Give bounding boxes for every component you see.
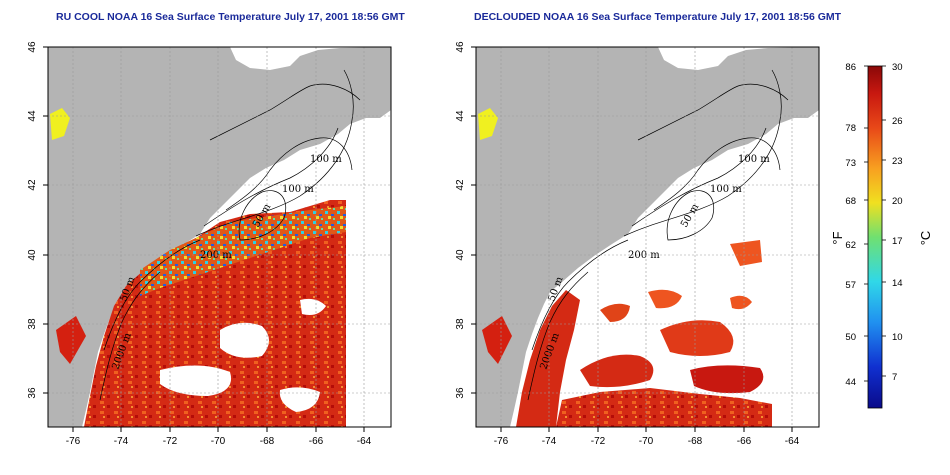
left-contour-label-100m-2: 100 m (282, 184, 314, 195)
left-sst-warm-region (84, 200, 346, 427)
colorbar-gradient (867, 65, 883, 409)
left-plot-frame (47, 46, 392, 428)
left-map-title: RU COOL NOAA 16 Sea Surface Temperature … (56, 11, 405, 23)
left-y-tick-label: 42 (27, 179, 38, 191)
colorbar-f-label: 57 (845, 280, 856, 291)
left-y-tick-label: 44 (27, 110, 38, 122)
right-x-tick-label: -70 (639, 436, 654, 447)
left-cloud-gap (160, 365, 232, 396)
right-plot-frame (475, 46, 820, 428)
right-sst-patch (580, 354, 654, 388)
right-y-tick-label: 38 (455, 318, 466, 330)
left-x-tick-label: -72 (163, 436, 178, 447)
right-y-tick-label: 44 (455, 110, 466, 122)
right-sst-patch (648, 289, 682, 309)
right-x-tick-label: -74 (542, 436, 557, 447)
right-x-tick-label: -72 (591, 436, 606, 447)
right-map-title: DECLOUDED NOAA 16 Sea Surface Temperatur… (474, 11, 842, 23)
colorbar-c-label: 14 (892, 278, 903, 289)
colorbar-ticks (864, 65, 886, 382)
colorbar-c-label: 7 (892, 372, 897, 383)
colorbar-c-label: 23 (892, 156, 903, 167)
right-bathymetry-contours (527, 69, 789, 401)
left-x-tick-label: -74 (114, 436, 129, 447)
colorbar-celsius-unit: °C (918, 231, 933, 246)
left-x-tick-label: -70 (211, 436, 226, 447)
left-cloud-gap (300, 298, 326, 315)
left-x-tick-label: -68 (260, 436, 275, 447)
colorbar-c-label: 17 (892, 236, 903, 247)
colorbar-f-label: 44 (845, 377, 856, 388)
right-grid (476, 47, 819, 427)
colorbar-f-label: 62 (845, 240, 856, 251)
temperature-colorbar: 86 78 73 68 62 57 50 44 30 26 23 20 17 1… (830, 62, 933, 409)
right-contour-label-100m: 100 m (738, 154, 770, 165)
colorbar-f-label: 86 (845, 62, 856, 73)
left-y-tick-label: 46 (27, 41, 38, 53)
right-x-tick-label: -68 (688, 436, 703, 447)
right-y-tick-label: 46 (455, 41, 466, 53)
right-x-tick-label: -64 (785, 436, 800, 447)
colorbar-c-label: 10 (892, 332, 903, 343)
right-tick-marks (471, 46, 793, 432)
colorbar-f-label: 73 (845, 158, 856, 169)
left-cloud-gap (220, 322, 269, 358)
right-bay-sst (482, 316, 512, 364)
left-tick-marks (43, 46, 365, 432)
left-map-panel: 100 m 100 m 50 m 200 m 50 m 2000 m -76 (27, 41, 392, 447)
left-bay-sst (56, 316, 86, 364)
right-y-tick-label: 36 (455, 387, 466, 399)
colorbar-c-label: 26 (892, 116, 903, 127)
left-y-tick-label: 38 (27, 318, 38, 330)
colorbar-c-label: 20 (892, 196, 903, 207)
left-y-tick-label: 36 (27, 387, 38, 399)
colorbar-fahrenheit-unit: °F (830, 231, 845, 244)
right-sst-patch (600, 303, 630, 322)
right-x-tick-label: -76 (494, 436, 509, 447)
right-sst-patch (730, 240, 762, 266)
left-cloud-gap (279, 387, 320, 412)
colorbar-f-label: 78 (845, 123, 856, 134)
right-sst-patch (690, 365, 764, 394)
left-contour-label-200m: 200 m (200, 250, 232, 261)
right-map-panel: 100 m 100 m 50 m 200 m 50 m 2000 m -76 -… (455, 41, 820, 447)
left-x-tick-label: -76 (66, 436, 81, 447)
left-x-tick-label: -64 (357, 436, 372, 447)
right-contour-label-100m-2: 100 m (710, 184, 742, 195)
left-grid (48, 47, 391, 427)
left-bathymetry-contours (99, 69, 361, 401)
right-sst-patch (730, 295, 752, 310)
colorbar-f-label: 50 (845, 332, 856, 343)
left-y-tick-label: 40 (27, 249, 38, 261)
right-sst-south-patch (556, 388, 772, 427)
right-sst-patch (660, 320, 734, 356)
left-contour-label-100m: 100 m (310, 154, 342, 165)
left-sst-cool-band (140, 206, 346, 296)
right-y-tick-label: 42 (455, 179, 466, 191)
left-x-tick-label: -66 (309, 436, 324, 447)
right-contour-label-200m: 200 m (628, 250, 660, 261)
colorbar-c-label: 30 (892, 62, 903, 73)
right-x-tick-label: -66 (737, 436, 752, 447)
colorbar-f-label: 68 (845, 196, 856, 207)
right-y-tick-label: 40 (455, 249, 466, 261)
